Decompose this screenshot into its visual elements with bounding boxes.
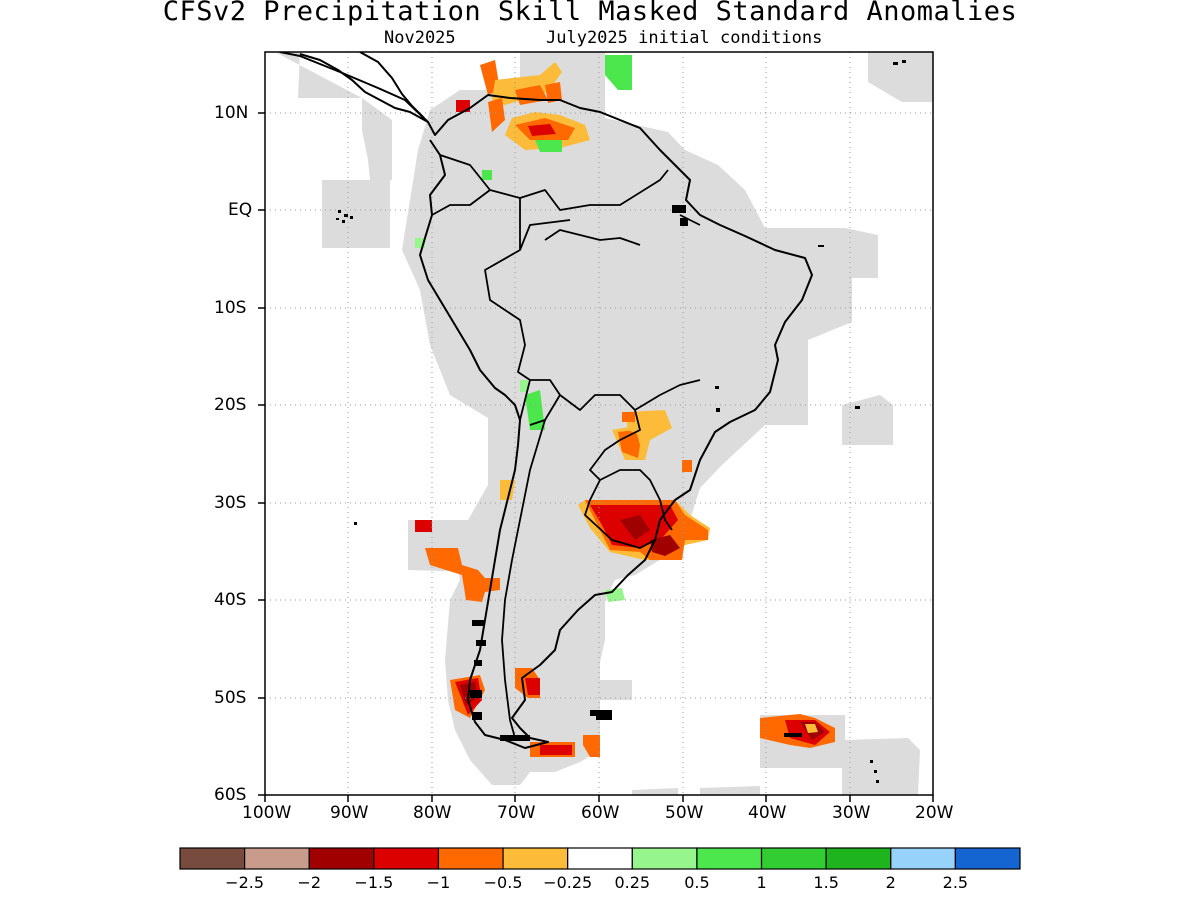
colorbar-label: −0.25 [543, 873, 592, 892]
anomaly-region [620, 515, 650, 540]
colorbar-label: 2.5 [943, 873, 968, 892]
colorbar-swatch [437, 847, 504, 870]
anomaly-region [650, 535, 680, 556]
colorbar-swatch [825, 847, 892, 870]
colorbar-swatch [179, 847, 246, 870]
coastlines [279, 52, 813, 749]
colorbar-label: 1.5 [813, 873, 838, 892]
lat-tick-label: 20S [214, 395, 247, 415]
lon-tick-label: 20W [915, 803, 954, 823]
colorbar-label: 2 [886, 873, 896, 892]
anomaly-region [545, 82, 562, 103]
lon-tick-label: 60W [581, 803, 620, 823]
lon-tick-label: 50W [665, 803, 704, 823]
axis-ticks [258, 112, 934, 802]
colorbar-label: −0.5 [484, 873, 523, 892]
lat-tick-label: 30S [214, 493, 247, 513]
anomaly-region [525, 390, 545, 430]
central-america-outline [299, 52, 429, 123]
colorbar-swatch [308, 847, 375, 870]
colorbar-swatch [502, 847, 569, 870]
colorbar-label: 0.5 [684, 873, 709, 892]
islands [336, 60, 906, 783]
colorbar-label: −1 [427, 873, 451, 892]
colorbar-swatch [890, 847, 956, 870]
anomaly-region [528, 124, 556, 136]
colorbar-swatch [696, 847, 763, 870]
lon-tick-label: 30W [832, 803, 871, 823]
colorbar-label: 0.25 [614, 873, 650, 892]
colorbar-swatch [954, 847, 1021, 870]
lat-tick-label: 50S [214, 688, 247, 708]
lat-tick-label: 10S [214, 298, 247, 318]
anomaly-region [425, 548, 500, 602]
colorbar-swatch [373, 847, 440, 870]
anomaly-region [618, 430, 640, 458]
colorbar-swatch [244, 847, 310, 870]
anomaly-region [583, 735, 600, 757]
colorbar-label: 1 [756, 873, 766, 892]
anomaly-region [492, 62, 562, 105]
colorbar: −2.5 −2 −1.5 −1 −0.5 −0.25 0.25 0.5 1 1.5 2 2.5 [179, 847, 1021, 892]
anomaly-region [488, 98, 505, 132]
anomaly-region [415, 520, 432, 532]
map-title: CFSv2 Precipitation Skill Masked Standar… [162, 0, 1018, 27]
lon-tick-label: 100W [242, 803, 292, 823]
lon-tick-label: 90W [330, 803, 369, 823]
anomaly-region [605, 55, 632, 90]
colorbar-swatch [760, 847, 827, 870]
colorbar-label: −2 [297, 873, 321, 892]
lat-tick-label: 60S [214, 785, 247, 805]
lon-tick-label: 70W [497, 803, 536, 823]
colorbar-label: −1.5 [354, 873, 393, 892]
forecast-month: Nov2025 [384, 28, 456, 48]
country-borders [431, 154, 701, 739]
anomaly-region [540, 745, 572, 755]
colorbar-swatch [631, 847, 698, 870]
lat-tick-label: 40S [214, 590, 247, 610]
anomaly-region [535, 140, 562, 152]
lon-tick-label: 40W [748, 803, 787, 823]
south-america-outline [279, 52, 813, 749]
anomaly-region [682, 460, 692, 472]
anomaly-region [482, 170, 492, 180]
anomaly-region [520, 380, 528, 392]
initial-conditions: July2025 initial conditions [546, 28, 823, 48]
anomaly-region [622, 412, 635, 422]
colorbar-label: −2.5 [225, 873, 264, 892]
lat-tick-label: EQ [228, 200, 253, 220]
lon-tick-label: 80W [413, 803, 452, 823]
anomaly-region [525, 678, 540, 695]
colorbar-swatch [567, 847, 633, 870]
lat-tick-label: 10N [214, 103, 249, 123]
anomaly-region [805, 724, 818, 733]
